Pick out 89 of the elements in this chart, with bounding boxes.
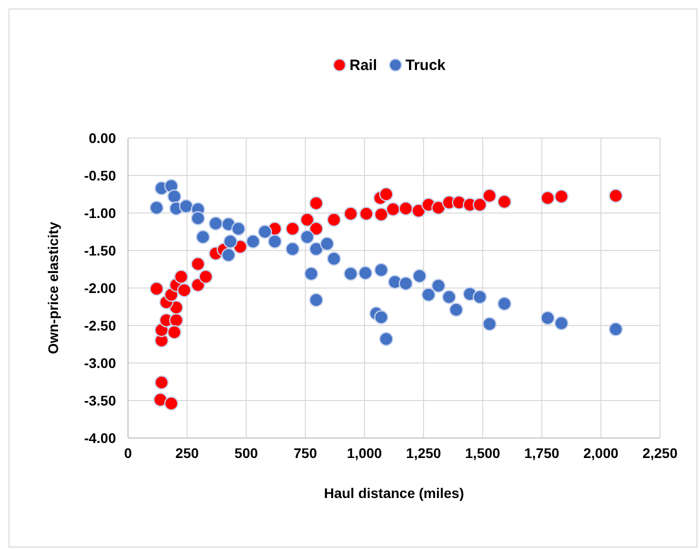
y-tick-label: -2.00 [84, 280, 116, 296]
point [398, 201, 413, 216]
y-tick-label: -1.50 [84, 242, 116, 258]
point [411, 204, 426, 218]
point [472, 290, 487, 304]
point [153, 392, 168, 407]
point [300, 230, 314, 244]
point [412, 268, 427, 284]
point [177, 283, 192, 298]
x-tick-label: 750 [294, 445, 318, 461]
y-tick-label: 0.00 [88, 130, 116, 146]
point [164, 396, 178, 411]
point [421, 288, 436, 302]
point [398, 276, 413, 291]
point [379, 332, 394, 346]
legend-label: Rail [350, 57, 378, 74]
point [167, 189, 182, 204]
point [431, 200, 446, 215]
point [431, 278, 446, 293]
point [374, 310, 388, 324]
y-tick-label: -2.50 [84, 318, 116, 334]
y-tick-label: -0.50 [84, 168, 116, 184]
point [449, 302, 464, 317]
point [326, 252, 342, 266]
y-tick-label: -1.00 [84, 205, 116, 221]
point [497, 194, 512, 209]
x-tick-label: 1,000 [346, 445, 382, 461]
x-axis-title: Haul distance (miles) [324, 485, 464, 501]
x-tick-label: 2,250 [642, 445, 678, 461]
point [554, 316, 569, 330]
point [386, 202, 400, 216]
point [309, 292, 324, 308]
point [554, 189, 569, 204]
point [190, 211, 206, 226]
point [344, 206, 358, 221]
x-tick-label: 250 [175, 445, 200, 461]
point [223, 234, 238, 249]
point [309, 242, 324, 256]
point [482, 316, 497, 332]
point [309, 222, 324, 236]
y-axis-title: Own-price elasticity [45, 222, 61, 354]
legend-label: Truck [406, 57, 446, 74]
point [540, 310, 555, 326]
x-tick-label: 1,250 [406, 445, 442, 461]
point [359, 206, 374, 221]
point [246, 234, 260, 249]
point [198, 270, 213, 284]
point [258, 224, 272, 239]
point [285, 222, 300, 236]
point [379, 187, 394, 202]
x-tick-label: 500 [234, 445, 258, 461]
point [358, 266, 372, 280]
point [608, 322, 623, 336]
point [221, 248, 236, 262]
point [154, 375, 169, 390]
point [497, 296, 512, 311]
x-tick-label: 0 [124, 445, 132, 461]
point [344, 266, 358, 281]
point [309, 196, 324, 210]
point [196, 230, 210, 244]
point [169, 313, 184, 328]
point [482, 188, 497, 203]
point [540, 190, 555, 206]
point [374, 207, 388, 222]
y-tick-label: -4.00 [84, 430, 116, 446]
point [150, 200, 164, 215]
point [442, 290, 456, 304]
point [174, 270, 188, 284]
x-tick-label: 2,000 [583, 445, 619, 461]
point [190, 256, 206, 272]
x-tick-label: 1,750 [524, 445, 560, 461]
point [208, 216, 223, 231]
y-tick-label: -3.50 [84, 392, 116, 408]
point [608, 188, 623, 203]
point [167, 325, 182, 340]
point [472, 198, 487, 212]
point [268, 234, 282, 249]
point [231, 222, 246, 236]
point [326, 212, 342, 227]
y-tick-label: -3.00 [84, 355, 116, 371]
point [179, 199, 194, 214]
point [320, 236, 334, 251]
x-tick-label: 1,500 [465, 445, 500, 461]
point [374, 262, 388, 278]
point [285, 242, 300, 256]
point [190, 278, 206, 292]
point [300, 212, 314, 227]
point [304, 266, 318, 281]
point [150, 282, 164, 296]
